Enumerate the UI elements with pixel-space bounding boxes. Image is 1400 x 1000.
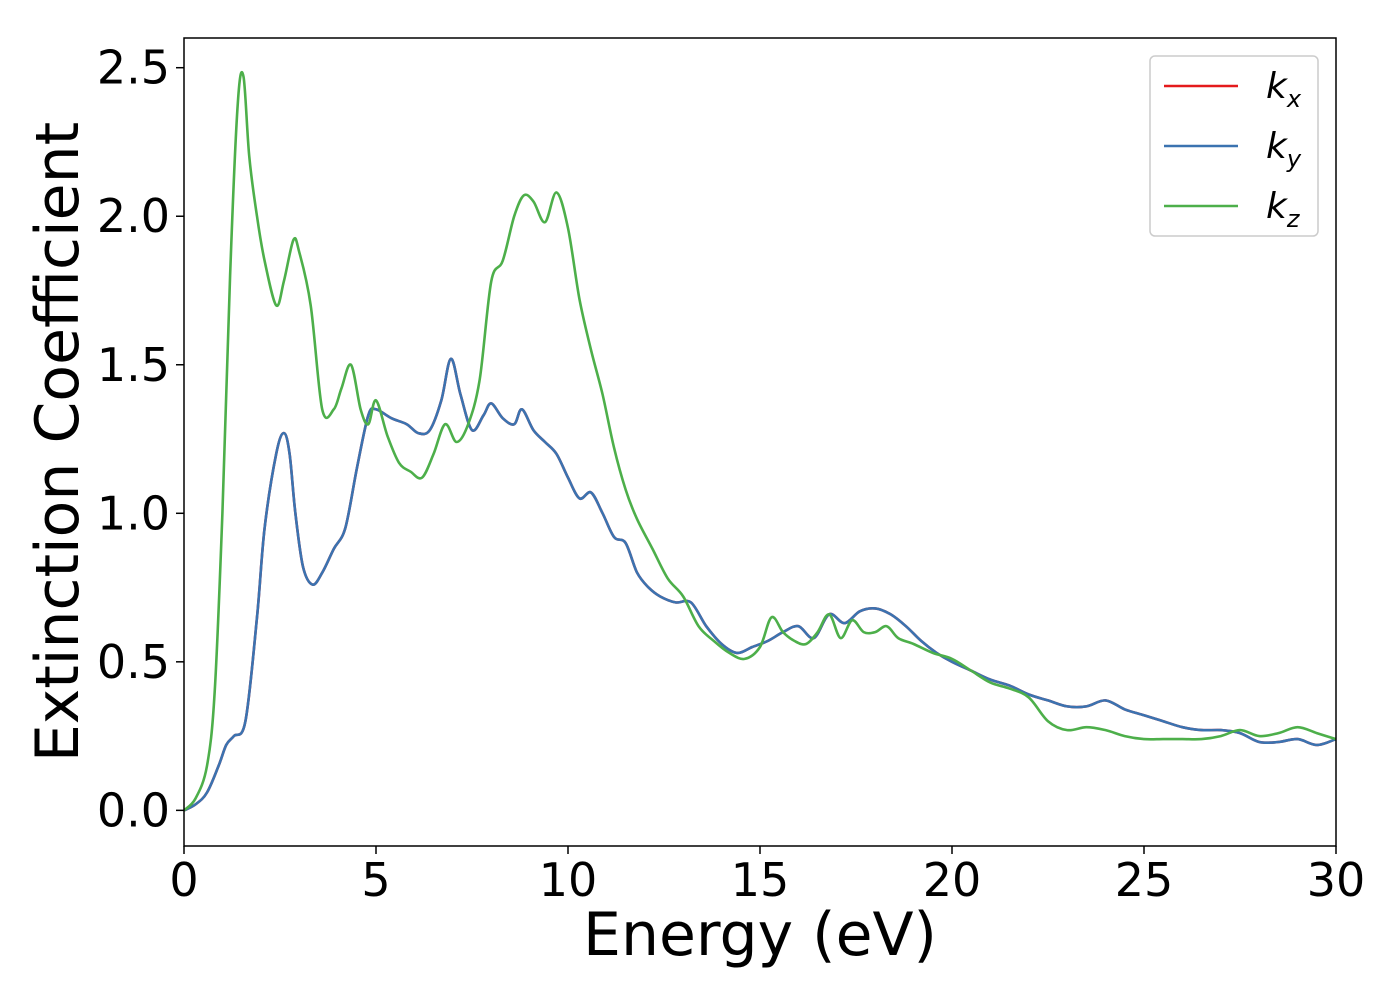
x-axis-ticks: 0 5 10 15 20 25 30	[169, 846, 1365, 907]
x-tick-label: 5	[361, 853, 390, 907]
y-axis-title: Extinction Coefficient	[23, 122, 93, 762]
y-tick-label: 1.5	[97, 338, 170, 392]
plot-lines	[184, 71, 1336, 812]
x-tick-label: 15	[731, 853, 790, 907]
legend-label-x: kx	[1266, 66, 1302, 113]
legend-label-z: kz	[1266, 186, 1301, 233]
y-tick-label: 0.5	[97, 635, 170, 689]
x-tick-label: 25	[1115, 853, 1174, 907]
series-line-y	[184, 357, 1336, 812]
y-tick-label: 2.0	[97, 189, 170, 243]
x-axis-title: Energy (eV)	[583, 900, 937, 970]
series-line-z	[184, 71, 1336, 812]
y-axis-ticks: 0.0 0.5 1.0 1.5 2.0 2.5	[97, 41, 184, 837]
x-tick-label: 20	[923, 853, 982, 907]
legend: kx ky kz	[1149, 55, 1319, 237]
x-tick-label: 30	[1307, 853, 1366, 907]
y-tick-label: 1.0	[97, 486, 170, 540]
x-tick-label: 0	[169, 853, 198, 907]
legend-label-y: ky	[1266, 126, 1302, 173]
x-tick-label: 10	[539, 853, 598, 907]
y-tick-label: 0.0	[97, 783, 170, 837]
y-tick-label: 2.5	[97, 41, 170, 95]
